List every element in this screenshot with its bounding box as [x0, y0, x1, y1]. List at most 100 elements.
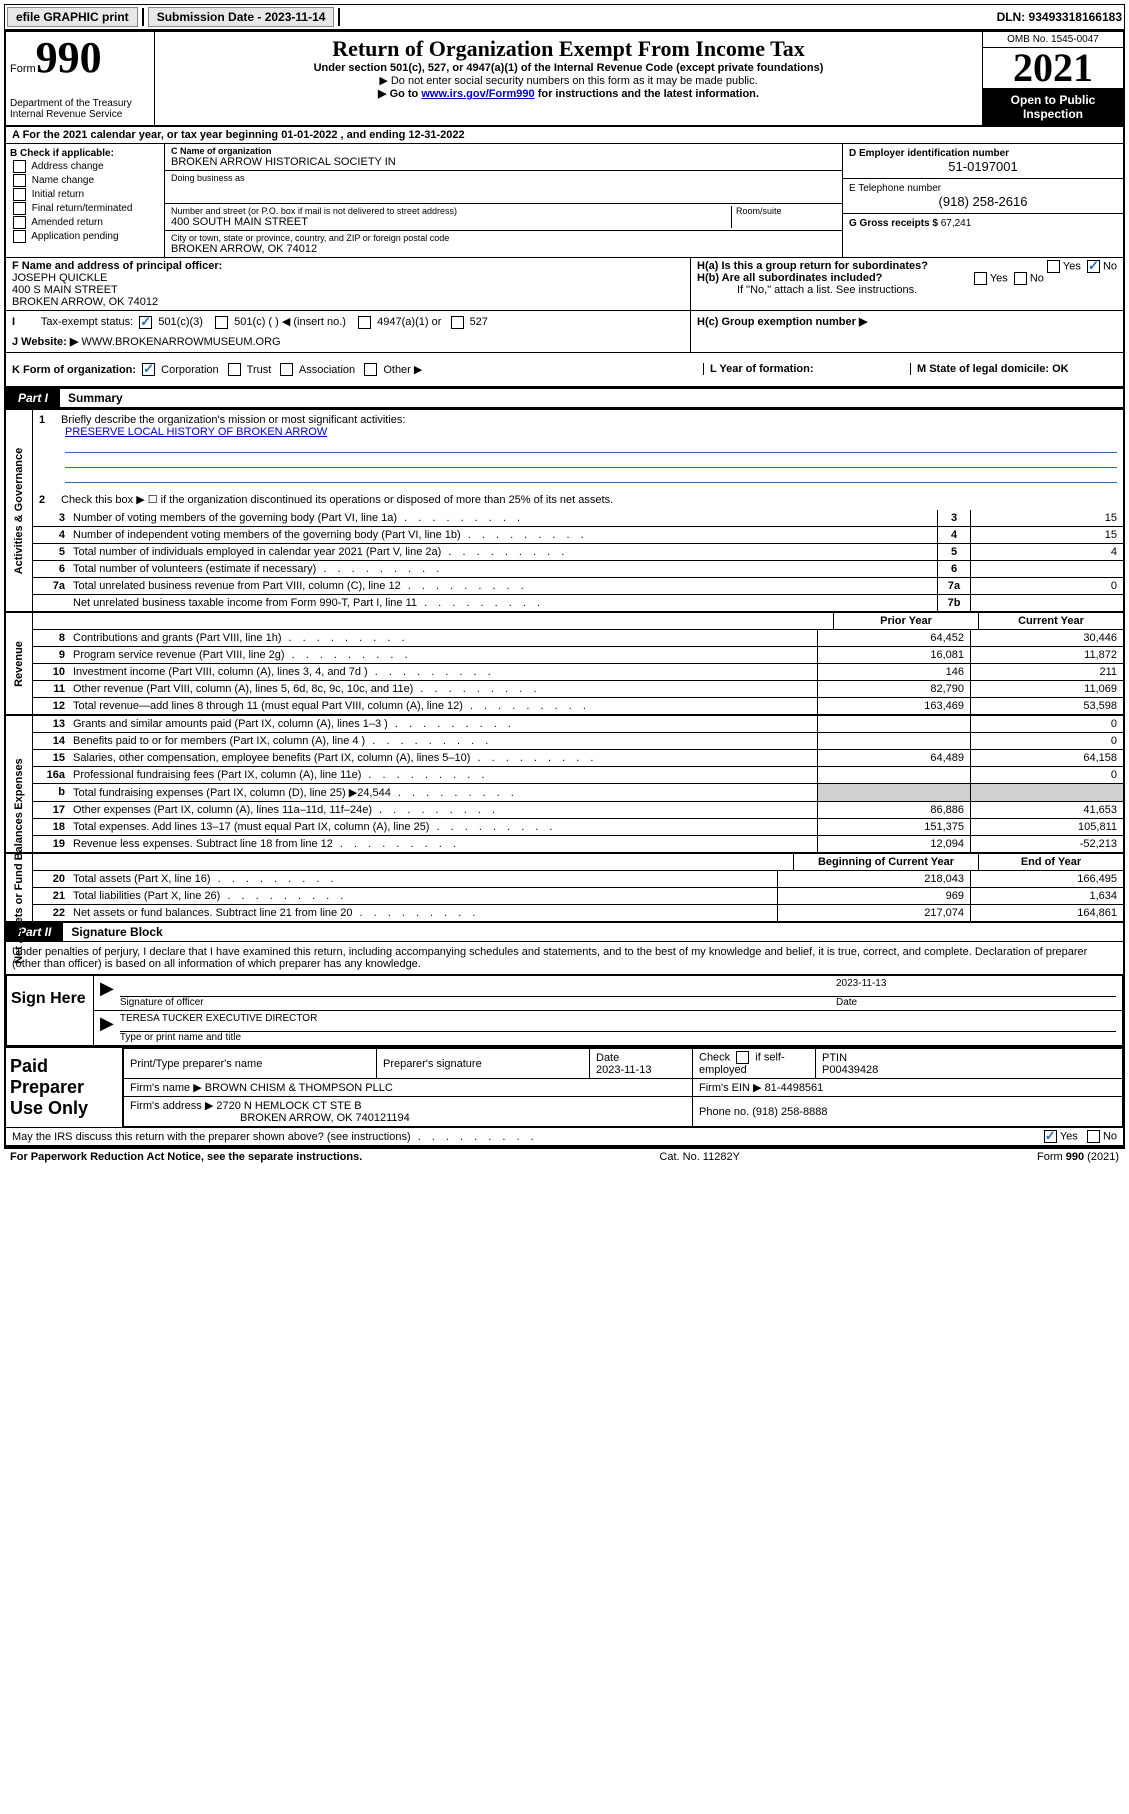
- line-6-text: Total number of volunteers (estimate if …: [69, 561, 937, 577]
- c-city-label: City or town, state or province, country…: [171, 233, 836, 243]
- part-1-header: Part I Summary: [6, 388, 1123, 408]
- table-row: 17 Other expenses (Part IX, column (A), …: [33, 802, 1123, 819]
- form-subtitle: Under section 501(c), 527, or 4947(a)(1)…: [161, 62, 976, 74]
- h-b: H(b) Are all subordinates included? Yes …: [697, 272, 1117, 284]
- form-ref: Form 990 (2021): [1037, 1151, 1119, 1163]
- line-4-text: Number of independent voting members of …: [69, 527, 937, 543]
- chk-self-employed[interactable]: [736, 1051, 749, 1064]
- c-org-name: BROKEN ARROW HISTORICAL SOCIETY IN: [171, 156, 836, 168]
- column-b-checkboxes: B Check if applicable: Address change Na…: [6, 144, 165, 257]
- line-3-val: 15: [970, 510, 1123, 526]
- sig-officer-label: Signature of officer: [120, 997, 836, 1008]
- table-row: 12 Total revenue—add lines 8 through 11 …: [33, 698, 1123, 714]
- chk-other[interactable]: [364, 363, 377, 376]
- c-street: 400 SOUTH MAIN STREET: [171, 216, 731, 228]
- chk-address-change[interactable]: Address change: [10, 160, 160, 173]
- chk-discuss-no[interactable]: [1087, 1130, 1100, 1143]
- table-row: 19 Revenue less expenses. Subtract line …: [33, 836, 1123, 852]
- chk-discuss-yes[interactable]: [1044, 1130, 1057, 1143]
- j-website: J Website: ▶ WWW.BROKENARROWMUSEUM.ORG: [12, 335, 684, 348]
- line-7a-val: 0: [970, 578, 1123, 594]
- submission-date-button[interactable]: Submission Date - 2023-11-14: [148, 7, 335, 27]
- d-ein-label: D Employer identification number: [849, 148, 1117, 159]
- section-bcd: B Check if applicable: Address change Na…: [6, 144, 1123, 258]
- chk-501c[interactable]: [215, 316, 228, 329]
- chk-trust[interactable]: [228, 363, 241, 376]
- chk-corp[interactable]: [142, 363, 155, 376]
- line-3-text: Number of voting members of the governin…: [69, 510, 937, 526]
- sign-here-block: Sign Here ▶ Signature of officer 2023-11…: [6, 975, 1123, 1046]
- line-7b-text: Net unrelated business taxable income fr…: [69, 595, 937, 611]
- paid-preparer-label: Paid Preparer Use Only: [6, 1048, 123, 1127]
- expenses-section: Expenses 13 Grants and similar amounts p…: [6, 714, 1123, 852]
- f-name: JOSEPH QUICKLE: [12, 272, 684, 284]
- row-k-l-m: K Form of organization: Corporation Trus…: [6, 353, 1123, 389]
- table-row: 18 Total expenses. Add lines 13–17 (must…: [33, 819, 1123, 836]
- separator: [338, 8, 340, 26]
- chk-4947[interactable]: [358, 316, 371, 329]
- form-note-2: ▶ Go to www.irs.gov/Form990 for instruct…: [161, 87, 976, 100]
- line-7a-text: Total unrelated business revenue from Pa…: [69, 578, 937, 594]
- form-container: Form 990 Department of the Treasury Inte…: [4, 30, 1125, 1147]
- sign-here-label: Sign Here: [7, 976, 94, 1045]
- row-f-h: F Name and address of principal officer:…: [6, 258, 1123, 311]
- line-2: Check this box ▶ ☐ if the organization d…: [61, 494, 613, 506]
- year-headers: Prior Year Current Year: [33, 613, 1123, 630]
- c-name-label: C Name of organization: [171, 146, 836, 156]
- line-6-val: [970, 561, 1123, 577]
- c-city: BROKEN ARROW, OK 74012: [171, 243, 836, 255]
- preparer-table: Print/Type preparer's name Preparer's si…: [123, 1048, 1123, 1127]
- chk-name-change[interactable]: Name change: [10, 174, 160, 187]
- part-2-header: Part II Signature Block: [6, 921, 1123, 942]
- table-row: 8 Contributions and grants (Part VIII, l…: [33, 630, 1123, 647]
- d-gross-label: G Gross receipts $: [849, 218, 938, 229]
- line-4-val: 15: [970, 527, 1123, 543]
- table-row: 9 Program service revenue (Part VIII, li…: [33, 647, 1123, 664]
- table-row: 21 Total liabilities (Part X, line 26) 9…: [33, 888, 1123, 905]
- d-phone: (918) 258-2616: [849, 194, 1117, 209]
- efile-button[interactable]: efile GRAPHIC print: [7, 7, 138, 27]
- sig-name: TERESA TUCKER EXECUTIVE DIRECTOR: [120, 1013, 1116, 1032]
- sig-date-label: Date: [836, 997, 1116, 1008]
- c-room-label: Room/suite: [736, 206, 836, 216]
- table-row: 16a Professional fundraising fees (Part …: [33, 767, 1123, 784]
- chk-final-return[interactable]: Final return/terminated: [10, 202, 160, 215]
- sig-name-label: Type or print name and title: [120, 1032, 1116, 1043]
- form-number: Form 990: [10, 36, 150, 80]
- h-note: If "No," attach a list. See instructions…: [697, 284, 1117, 296]
- f-city: BROKEN ARROW, OK 74012: [12, 296, 684, 308]
- mission-label: Briefly describe the organization's miss…: [61, 414, 405, 426]
- mission-text[interactable]: PRESERVE LOCAL HISTORY OF BROKEN ARROW: [65, 426, 327, 438]
- net-assets-section: Net Assets or Fund Balances Beginning of…: [6, 852, 1123, 921]
- m-state: M State of legal domicile: OK: [917, 363, 1069, 375]
- chk-amended[interactable]: Amended return: [10, 216, 160, 229]
- column-c-org-info: C Name of organization BROKEN ARROW HIST…: [165, 144, 842, 257]
- line-7b-val: [970, 595, 1123, 611]
- chk-assoc[interactable]: [280, 363, 293, 376]
- dln-label: DLN: 93493318166183: [997, 10, 1122, 24]
- form-header: Form 990 Department of the Treasury Inte…: [6, 32, 1123, 127]
- dept-label: Department of the Treasury: [10, 98, 150, 109]
- chk-527[interactable]: [451, 316, 464, 329]
- sig-date: 2023-11-13: [836, 978, 1116, 997]
- c-dba-label: Doing business as: [171, 173, 836, 183]
- vlabel-revenue: Revenue: [13, 641, 25, 687]
- chk-initial-return[interactable]: Initial return: [10, 188, 160, 201]
- form-title: Return of Organization Exempt From Incom…: [161, 36, 976, 62]
- i-tax-exempt: I Tax-exempt status: 501(c)(3) 501(c) ( …: [12, 315, 684, 329]
- b-label: B Check if applicable:: [10, 148, 160, 159]
- column-d-ein: D Employer identification number 51-0197…: [842, 144, 1123, 257]
- open-inspection-badge: Open to Public Inspection: [983, 89, 1123, 125]
- irs-label: Internal Revenue Service: [10, 109, 150, 120]
- d-phone-label: E Telephone number: [849, 183, 1117, 194]
- c-street-label: Number and street (or P.O. box if mail i…: [171, 206, 731, 216]
- chk-app-pending[interactable]: Application pending: [10, 230, 160, 243]
- f-street: 400 S MAIN STREET: [12, 284, 684, 296]
- chk-501c3[interactable]: [139, 316, 152, 329]
- h-a: H(a) Is this a group return for subordin…: [697, 260, 1117, 272]
- penalties-statement: Under penalties of perjury, I declare th…: [6, 942, 1123, 975]
- h-c: H(c) Group exemption number ▶: [697, 315, 1117, 328]
- d-gross: 67,241: [941, 218, 972, 229]
- tax-year: 2021: [983, 48, 1123, 89]
- irs-link[interactable]: www.irs.gov/Form990: [421, 88, 534, 100]
